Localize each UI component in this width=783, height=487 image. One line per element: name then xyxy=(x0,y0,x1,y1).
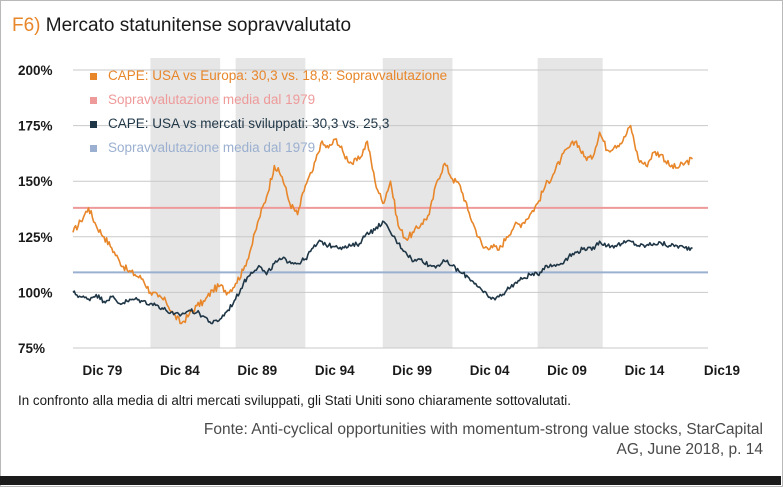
x-tick-label: Dic 09 xyxy=(547,363,587,378)
x-tick-label: Dic 14 xyxy=(625,363,665,378)
legend-swatch-0 xyxy=(90,73,97,80)
x-tick-label: Dic19 xyxy=(704,363,740,378)
source-line-1: Fonte: Anti-cyclical opportunities with … xyxy=(203,421,763,438)
shaded-period-3 xyxy=(537,58,603,348)
x-tick-label: Dic 84 xyxy=(160,363,200,378)
figure-source: Fonte: Anti-cyclical opportunities with … xyxy=(63,420,763,460)
legend-swatch-2 xyxy=(90,121,97,128)
shaded-period-0 xyxy=(150,58,221,348)
x-tick-label: Dic 79 xyxy=(83,363,123,378)
x-tick-label: Dic 99 xyxy=(392,363,432,378)
chart: 75% 100% 125% 150% 175% 200% Dic 79 Dic 84 Dic 8… xyxy=(18,58,740,378)
series-line-0 xyxy=(72,124,694,325)
y-tick-label: 200% xyxy=(18,63,53,78)
y-tick-label: 125% xyxy=(18,230,53,245)
figure-title: F6) Mercato statunitense sopravvalutato xyxy=(12,15,351,37)
legend-label-2: CAPE: USA vs mercati sviluppati: 30,3 vs… xyxy=(108,116,389,131)
figure-title-text: Mercato statunitense sopravvalutato xyxy=(45,15,352,36)
legend-label-3: Sopravvalutazione media dal 1979 xyxy=(108,140,315,155)
legend-label-1: Sopravvalutazione media dal 1979 xyxy=(108,92,315,107)
x-tick-label: Dic 89 xyxy=(237,363,277,378)
bottom-bar xyxy=(0,476,781,485)
legend-swatch-1 xyxy=(90,97,97,104)
figure-caption: In confronto alla media di altri mercati… xyxy=(18,393,572,408)
source-line-2: AG, June 2018, p. 14 xyxy=(616,441,764,458)
y-tick-label: 75% xyxy=(18,341,45,356)
series-line-1 xyxy=(72,220,693,325)
figure-number: F6) xyxy=(12,15,41,36)
shaded-period-1 xyxy=(235,58,306,348)
x-tick-label: Dic 94 xyxy=(315,363,355,378)
legend-swatch-3 xyxy=(90,145,97,152)
y-tick-label: 150% xyxy=(18,174,53,189)
y-tick-label: 100% xyxy=(18,285,53,300)
y-tick-label: 175% xyxy=(18,119,53,134)
x-tick-label: Dic 04 xyxy=(470,363,510,378)
legend-label-0: CAPE: USA vs Europa: 30,3 vs. 18,8: Sopr… xyxy=(108,68,447,83)
shaded-period-2 xyxy=(382,58,453,348)
